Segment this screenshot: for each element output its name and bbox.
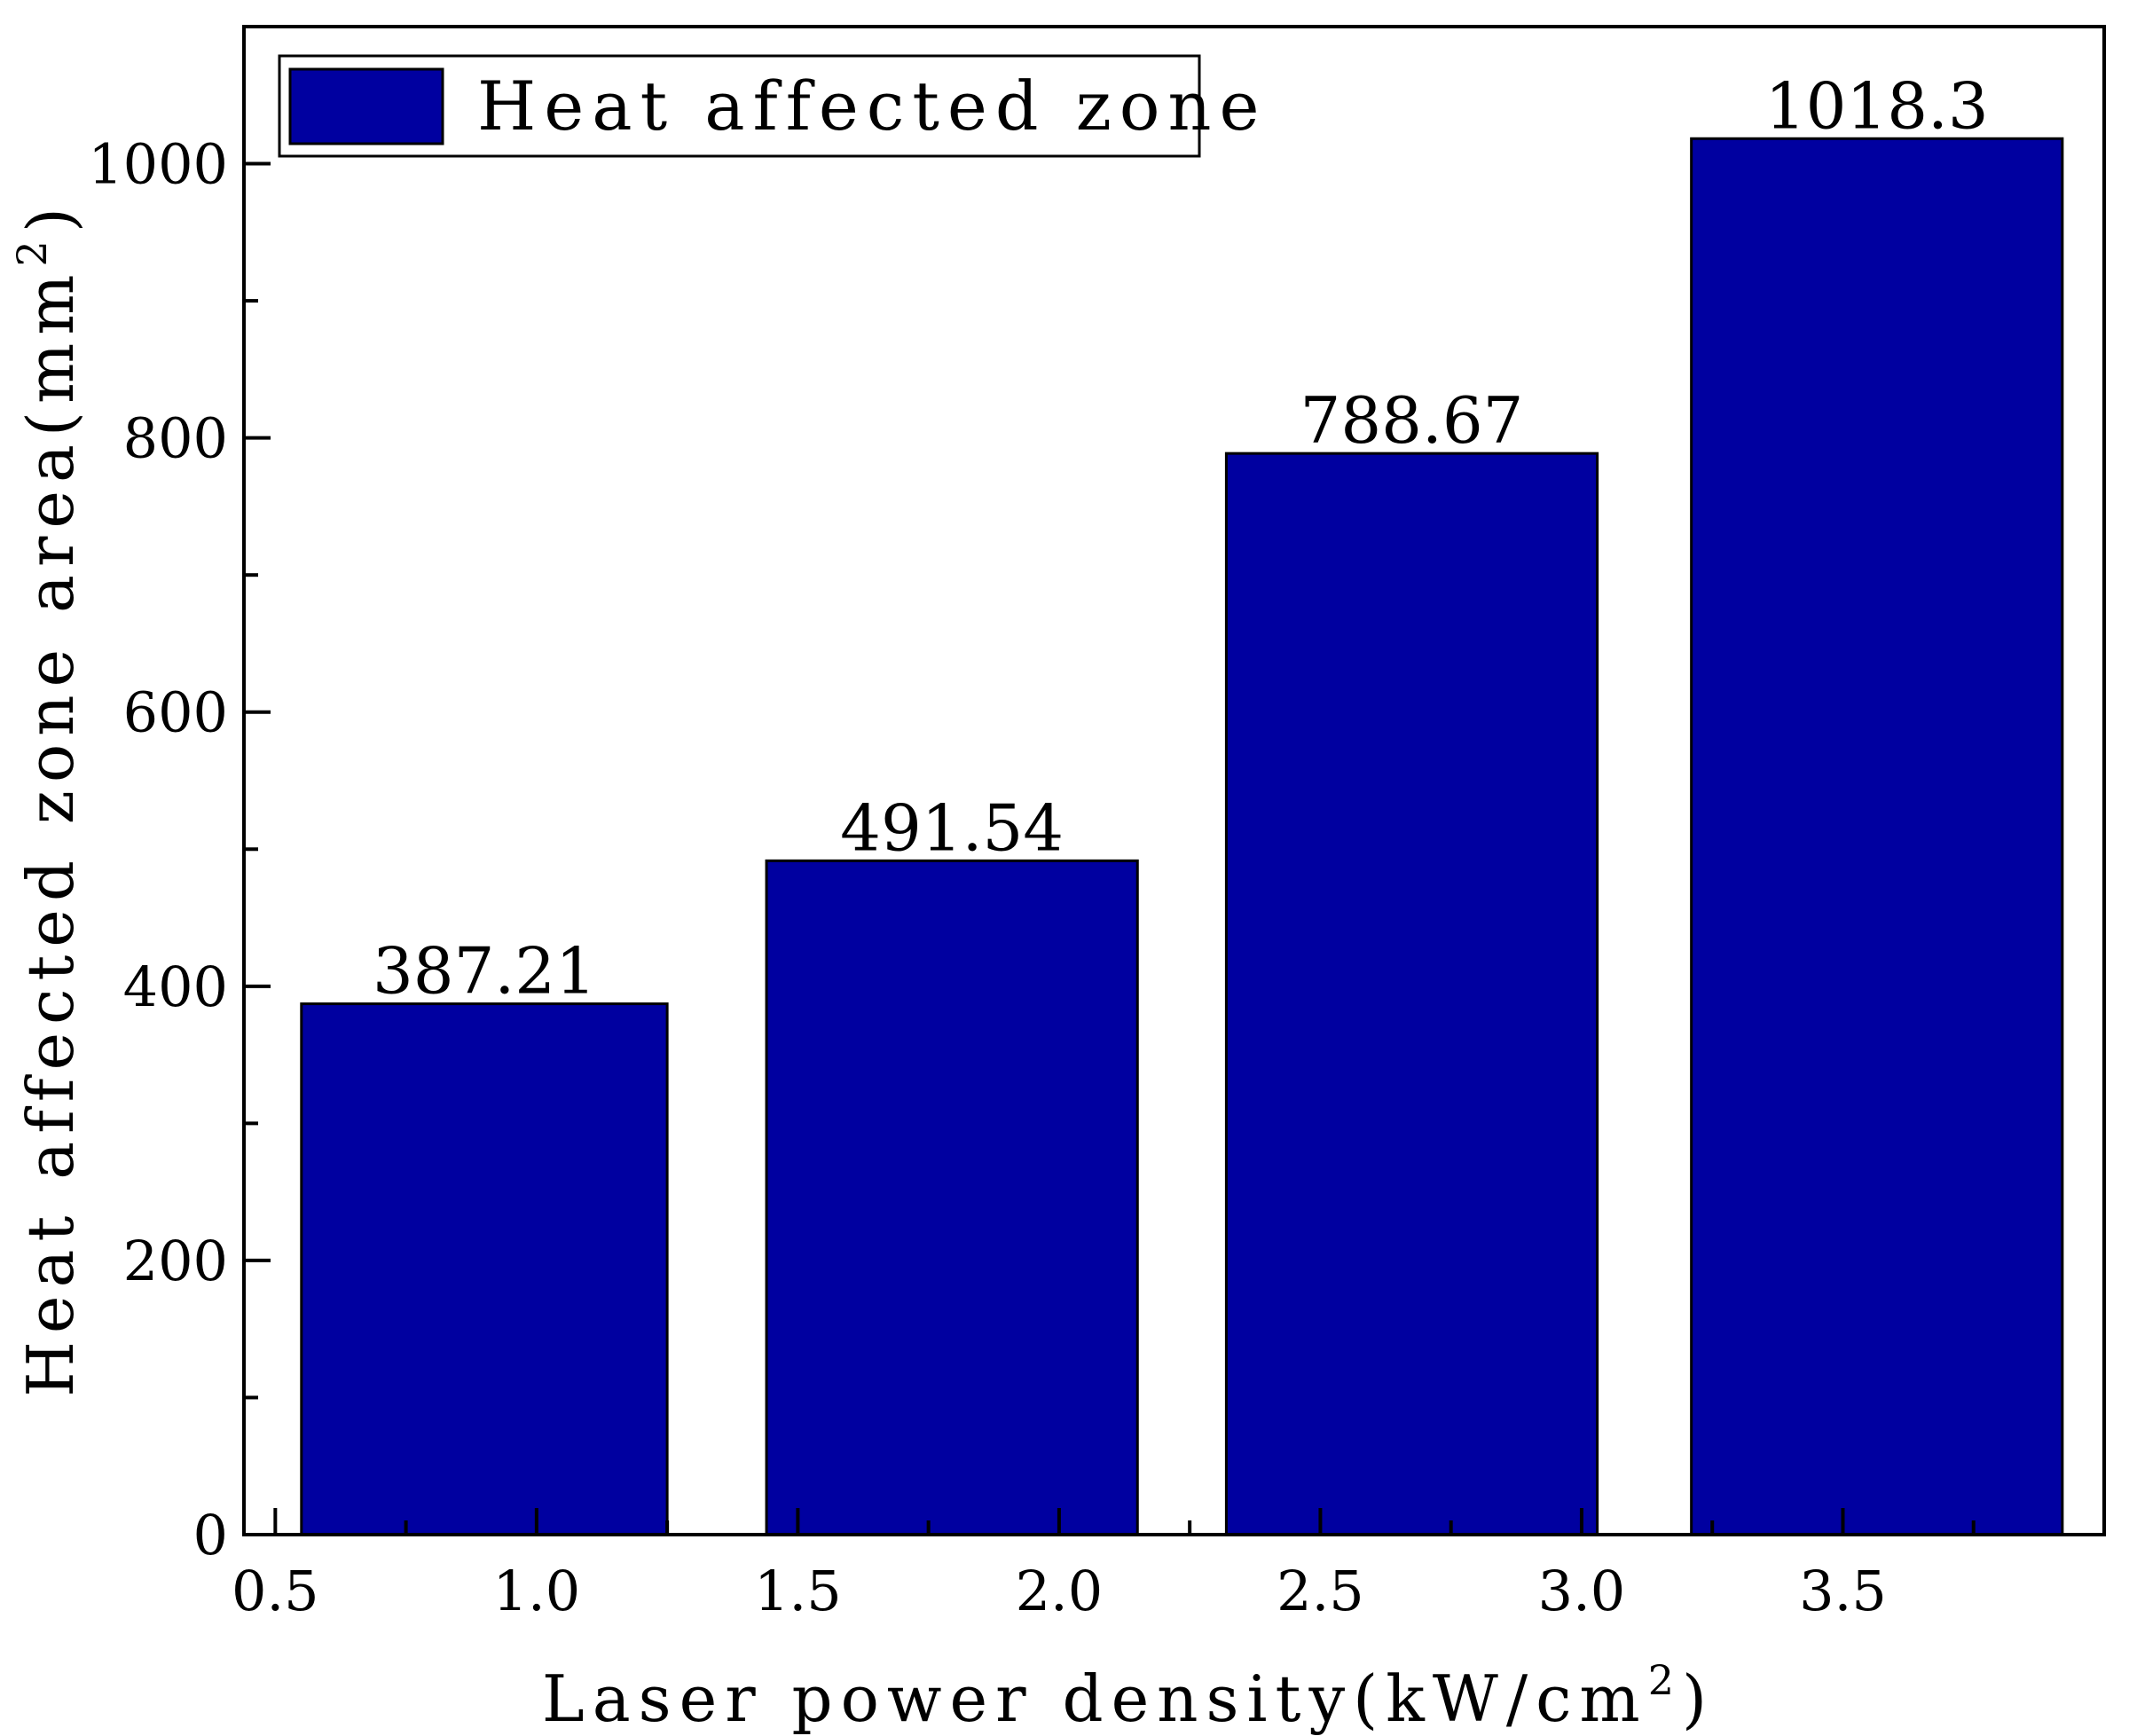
bar-3: [1690, 137, 2064, 1536]
plot-frame: [242, 25, 2106, 1536]
data-label-0: 387.21: [373, 934, 596, 1009]
x-tick-label-5: 3.0: [1538, 1559, 1626, 1623]
bar-1: [765, 859, 1139, 1536]
x-axis-title: Laser power density(kW/cm2): [542, 1656, 1715, 1736]
x-tick-label-1: 1.0: [493, 1559, 581, 1623]
bar-2: [1224, 452, 1599, 1536]
data-label-1: 491.54: [840, 790, 1064, 865]
y-axis-title-superscript: 2: [8, 232, 56, 266]
x-tick-label-2: 1.5: [754, 1559, 842, 1623]
y-tick-label-2: 400: [123, 954, 228, 1019]
x-tick-label-4: 2.5: [1277, 1559, 1364, 1623]
data-label-2: 788.67: [1300, 383, 1524, 458]
y-tick-label-4: 800: [123, 406, 228, 471]
ticks-layer: 0.5 1.0 1.5 2.0 2.5 3.0 3.5 0 200 400 600 800 1000: [88, 132, 1976, 1623]
legend-swatch: [288, 67, 444, 145]
axes-layer: [242, 25, 2106, 1536]
x-tick-label-6: 3.5: [1799, 1559, 1887, 1623]
x-axis-title-main: Laser power density(kW/cm: [542, 1661, 1648, 1736]
y-axis-title: Heat affected zone area(mm2): [8, 200, 88, 1397]
x-tick-label-0: 0.5: [232, 1559, 319, 1623]
legend-label: Heat affected zone: [477, 67, 1267, 145]
data-labels-layer: 387.21 491.54 788.67 1018.3: [373, 68, 1989, 1008]
y-tick-label-0: 0: [193, 1503, 228, 1567]
y-tick-label-3: 600: [123, 680, 228, 745]
x-axis-title-superscript: 2: [1648, 1656, 1682, 1704]
legend: Heat affected zone: [278, 54, 1267, 158]
y-axis-title-tail: ): [13, 200, 88, 232]
x-axis-title-tail: ): [1682, 1661, 1715, 1736]
y-tick-label-5: 1000: [88, 132, 228, 197]
x-tick-label-3: 2.0: [1016, 1559, 1104, 1623]
bar-0: [300, 1002, 669, 1536]
y-axis-title-main: Heat affected zone area(mm: [13, 266, 88, 1396]
y-tick-label-1: 200: [123, 1229, 228, 1293]
data-label-3: 1018.3: [1765, 68, 1989, 143]
bars-layer: [300, 137, 2064, 1536]
